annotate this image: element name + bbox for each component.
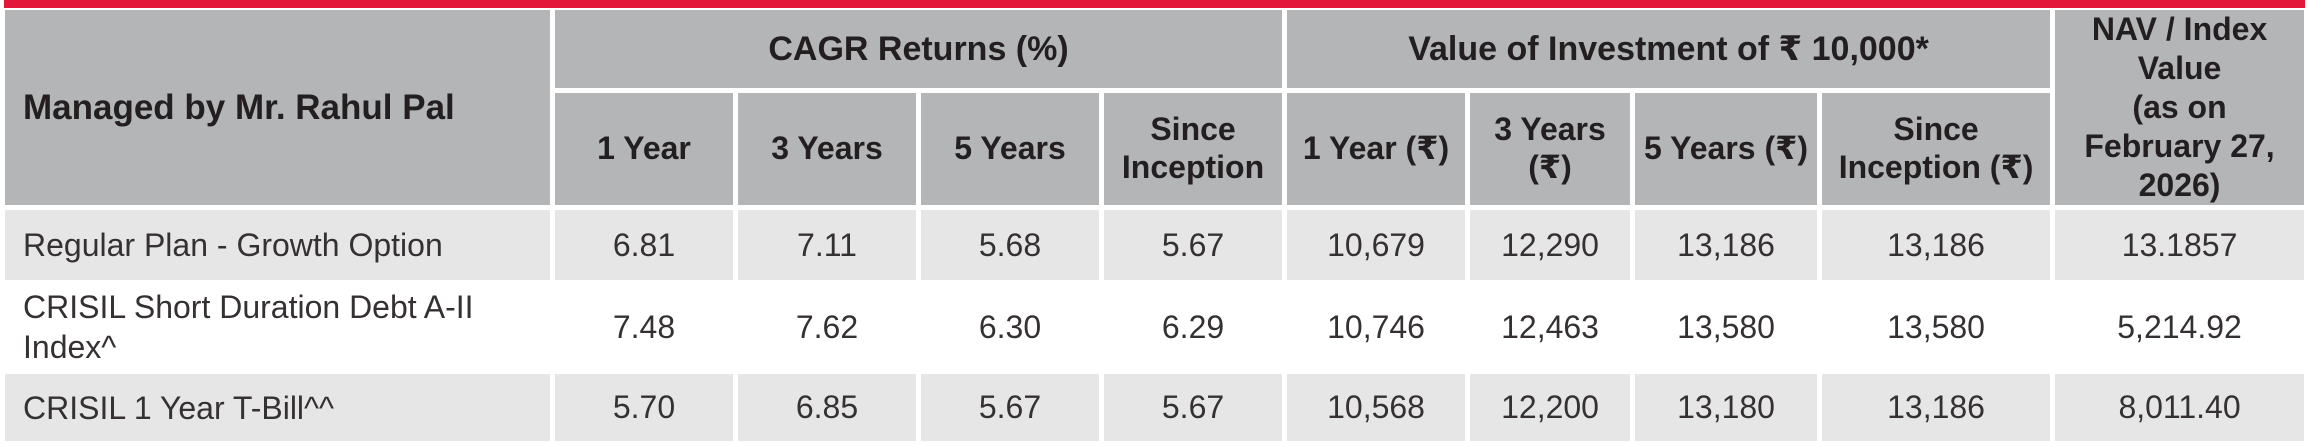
value-cell: 12,200 <box>1470 374 1631 442</box>
nav-index-header: NAV / Index Value (as on February 27, 20… <box>2055 10 2305 206</box>
value-cell: 13,180 <box>1635 374 1818 442</box>
value-cell: 12,290 <box>1470 210 1631 281</box>
cagr-col-si: Since Inception <box>1104 93 1283 206</box>
cagr-cell: 6.30 <box>921 285 1099 370</box>
value-cell: 10,746 <box>1287 285 1466 370</box>
value-col-5y: 5 Years (₹) <box>1635 93 1818 206</box>
value-col-3y: 3 Years (₹) <box>1470 93 1631 206</box>
value-cell: 12,463 <box>1470 285 1631 370</box>
cagr-col-5y: 5 Years <box>921 93 1099 206</box>
nav-cell: 13.1857 <box>2055 210 2305 281</box>
value-cell: 13,580 <box>1635 285 1818 370</box>
cagr-cell: 5.70 <box>555 374 733 442</box>
cagr-col-1y: 1 Year <box>555 93 733 206</box>
cagr-cell: 5.67 <box>921 374 1099 442</box>
cagr-cell: 7.11 <box>738 210 916 281</box>
value-cell: 13,580 <box>1822 285 2051 370</box>
value-col-si: Since Inception (₹) <box>1822 93 2051 206</box>
table-row-crisil-tbill: CRISIL 1 Year T-Bill^^ 5.70 6.85 5.67 5.… <box>5 374 2305 442</box>
accent-top-rule <box>4 0 2305 8</box>
value-cell: 13,186 <box>1822 210 2051 281</box>
performance-table: Managed by Mr. Rahul Pal CAGR Returns (%… <box>0 5 2309 446</box>
cagr-col-3y: 3 Years <box>738 93 916 206</box>
group-header-row: Managed by Mr. Rahul Pal CAGR Returns (%… <box>5 10 2305 206</box>
nav-cell: 5,214.92 <box>2055 285 2305 370</box>
cagr-cell: 5.67 <box>1104 374 1283 442</box>
row-label: Regular Plan - Growth Option <box>5 210 550 281</box>
value-cell: 13,186 <box>1635 210 1818 281</box>
row-label: CRISIL 1 Year T-Bill^^ <box>5 374 550 442</box>
value-cell: 10,679 <box>1287 210 1466 281</box>
cagr-cell: 6.85 <box>738 374 916 442</box>
cagr-cell: 6.81 <box>555 210 733 281</box>
table-row-regular-plan: Regular Plan - Growth Option 6.81 7.11 5… <box>5 210 2305 281</box>
cagr-cell: 7.48 <box>555 285 733 370</box>
value-cell: 10,568 <box>1287 374 1466 442</box>
cagr-group-header: CAGR Returns (%) <box>555 10 1283 88</box>
cagr-cell: 5.68 <box>921 210 1099 281</box>
value-col-1y: 1 Year (₹) <box>1287 93 1466 206</box>
row-label: CRISIL Short Duration Debt A-II Index^ <box>5 285 550 370</box>
cagr-cell: 6.29 <box>1104 285 1283 370</box>
sub-header-row: 1 Year 3 Years 5 Years Since Inception 1… <box>5 93 2304 206</box>
manager-header-cell: Managed by Mr. Rahul Pal <box>5 10 550 206</box>
value-cell: 13,186 <box>1822 374 2051 442</box>
cagr-cell: 5.67 <box>1104 210 1283 281</box>
cagr-cell: 7.62 <box>738 285 916 370</box>
value-group-header: Value of Investment of ₹ 10,000* <box>1287 10 2051 88</box>
nav-cell: 8,011.40 <box>2055 374 2305 442</box>
table-row-crisil-short-duration: CRISIL Short Duration Debt A-II Index^ 7… <box>5 285 2305 370</box>
